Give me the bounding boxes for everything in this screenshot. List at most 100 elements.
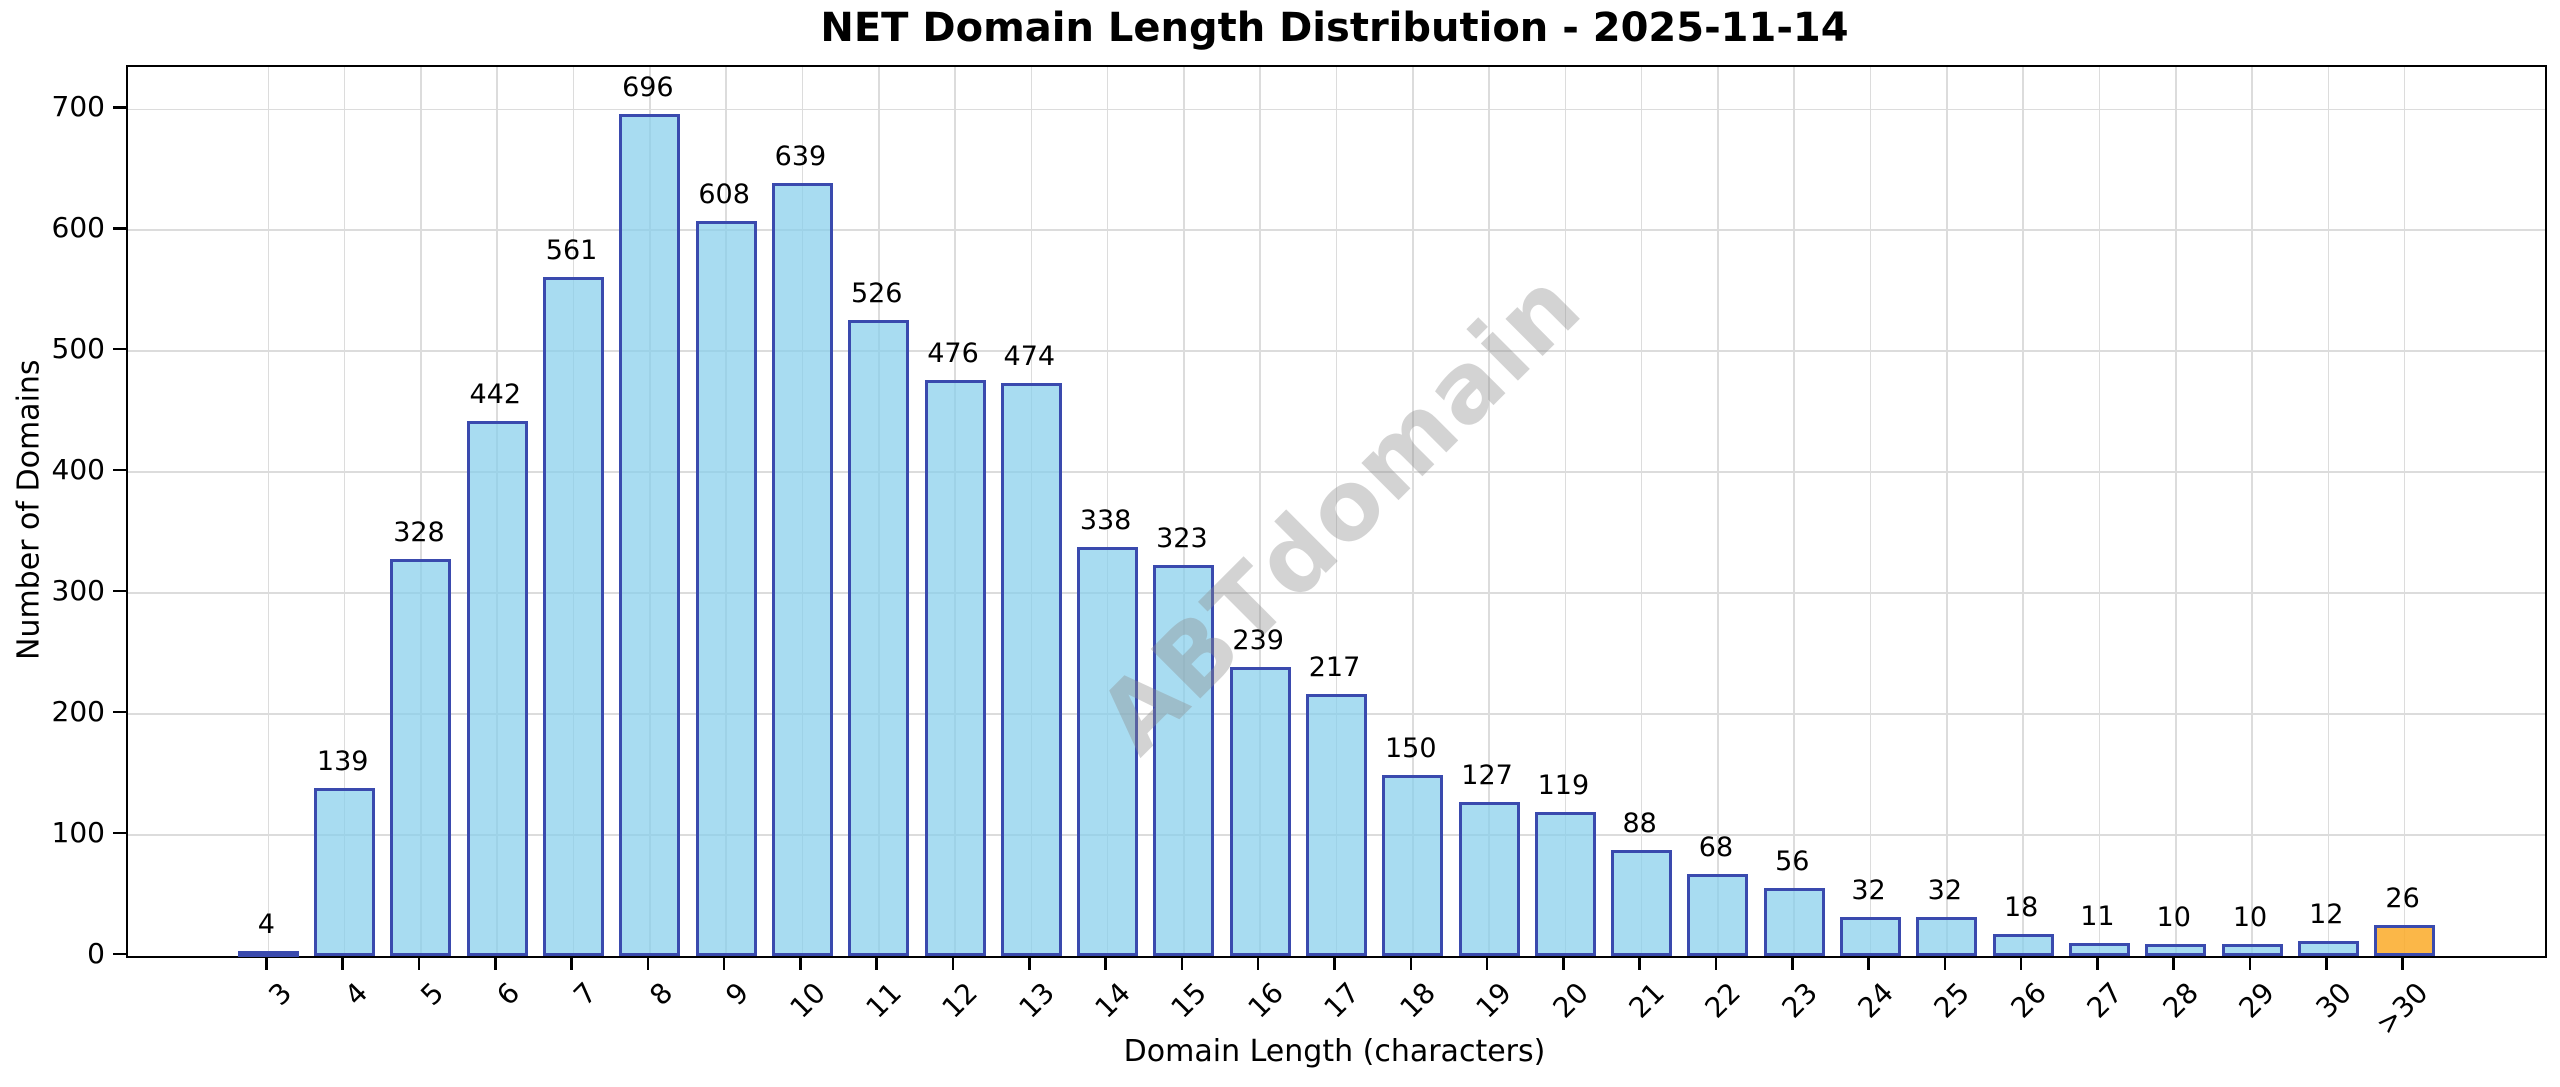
- x-tick-3: [265, 956, 268, 970]
- x-tick-label-26: 26: [2003, 976, 2053, 1025]
- x-tick-11: [875, 956, 878, 970]
- bar-value-28: 10: [2156, 901, 2191, 933]
- bar-13: [1000, 382, 1062, 956]
- x-tick-label-30: 30: [2309, 976, 2358, 1025]
- bar-21: [1611, 849, 1673, 956]
- bar-value-18: 150: [1385, 732, 1437, 764]
- x-tick-28: [2172, 956, 2175, 970]
- bar-11: [848, 319, 910, 956]
- x-tick-label-23: 23: [1775, 976, 1824, 1025]
- x-tick-label->30: >30: [2368, 976, 2434, 1042]
- bar-value-21: 88: [1622, 807, 1657, 839]
- x-tick-4: [341, 956, 344, 970]
- bar-29: [2221, 943, 2283, 956]
- bar-value-19: 127: [1461, 760, 1513, 792]
- bar-value-6: 442: [469, 379, 522, 411]
- bar-value-23: 56: [1775, 846, 1810, 878]
- x-gridline-27: [2098, 67, 2101, 956]
- bar-value-20: 119: [1537, 770, 1590, 802]
- chart-title: NET Domain Length Distribution - 2025-11…: [820, 5, 1849, 51]
- x-gridline-4: [343, 67, 346, 956]
- bar-value-9: 608: [698, 178, 750, 210]
- bar-4: [314, 787, 376, 956]
- x-tick-22: [1714, 956, 1718, 970]
- bar-9: [695, 220, 757, 956]
- bar-16: [1229, 666, 1291, 956]
- x-gridline-29: [2251, 67, 2253, 956]
- bar-14: [1077, 547, 1139, 956]
- bar-20: [1534, 812, 1596, 956]
- bar-25: [1916, 917, 1978, 956]
- bar-24: [1840, 917, 1902, 956]
- bar-value-30: 12: [2309, 899, 2344, 931]
- x-tick-16: [1256, 956, 1260, 970]
- bar-12: [924, 380, 986, 956]
- x-tick-label-5: 5: [414, 976, 451, 1012]
- x-gridline-18: [1411, 67, 1414, 956]
- bar-7: [543, 277, 605, 956]
- x-tick-6: [494, 956, 497, 970]
- y-axis-title: Number of Domains: [11, 359, 47, 660]
- x-gridline-20: [1564, 67, 1567, 956]
- y-tick-200: [113, 710, 126, 714]
- bar-value-15: 323: [1156, 523, 1208, 555]
- x-tick-label-16: 16: [1241, 976, 1290, 1025]
- bar-value-3: 4: [257, 909, 275, 941]
- bar-6: [466, 421, 528, 956]
- x-tick-label-10: 10: [783, 976, 832, 1025]
- x-gridline-25: [1946, 67, 1948, 956]
- x-tick-label-22: 22: [1698, 976, 1748, 1025]
- bar-30: [2297, 941, 2359, 956]
- bar-value-26: 18: [2003, 892, 2039, 924]
- plot-area: [126, 65, 2547, 958]
- bar-value-12: 476: [927, 338, 979, 370]
- y-tick-300: [113, 589, 126, 593]
- y-tick-100: [113, 831, 126, 835]
- bar-10: [771, 183, 833, 956]
- y-tick-label-700: 700: [51, 90, 105, 124]
- x-tick-21: [1638, 956, 1641, 970]
- y-tick-label-200: 200: [51, 695, 105, 729]
- x-tick-label-14: 14: [1088, 976, 1137, 1025]
- bar-value-14: 338: [1079, 505, 1132, 537]
- x-gridline-19: [1488, 67, 1490, 956]
- y-tick-700: [113, 106, 126, 109]
- x-tick-label-15: 15: [1164, 976, 1214, 1025]
- bar-value-24: 32: [1851, 875, 1886, 907]
- x-tick-label-27: 27: [2080, 976, 2129, 1025]
- x-tick-8: [646, 956, 650, 970]
- x-tick-label-4: 4: [338, 976, 375, 1012]
- bar-value-7: 561: [545, 235, 598, 267]
- x-tick-12: [951, 956, 955, 970]
- bar->30: [2374, 924, 2436, 956]
- bar-value-22: 68: [1698, 831, 1734, 863]
- x-tick-20: [1562, 956, 1565, 970]
- x-gridline-5: [420, 67, 422, 956]
- x-tick-30: [2325, 956, 2328, 970]
- bar-23: [1763, 888, 1825, 956]
- x-tick-label-20: 20: [1546, 976, 1595, 1025]
- x-gridline-24: [1869, 67, 1872, 956]
- x-tick-label-17: 17: [1317, 976, 1366, 1025]
- x-gridline-3: [267, 67, 270, 956]
- y-tick-500: [113, 347, 126, 351]
- x-tick-14: [1104, 956, 1107, 970]
- bar-value-17: 217: [1308, 651, 1361, 683]
- x-tick-label-8: 8: [643, 976, 680, 1012]
- x-tick-label-13: 13: [1012, 976, 1061, 1025]
- x-tick-label-6: 6: [490, 976, 527, 1012]
- y-tick-label-400: 400: [51, 453, 105, 487]
- bar-19: [1458, 802, 1520, 956]
- x-tick-label-29: 29: [2232, 976, 2282, 1025]
- bar-3: [237, 951, 299, 958]
- x-tick-26: [2019, 956, 2023, 970]
- x-tick-label-9: 9: [719, 976, 756, 1012]
- x-tick-18: [1409, 956, 1413, 970]
- bar-17: [1306, 693, 1367, 956]
- x-tick-29: [2248, 956, 2252, 970]
- bar-value-16: 239: [1232, 624, 1284, 656]
- bar-value-29: 10: [2232, 901, 2268, 933]
- bar-value-4: 139: [316, 745, 369, 777]
- y-tick-600: [113, 227, 126, 230]
